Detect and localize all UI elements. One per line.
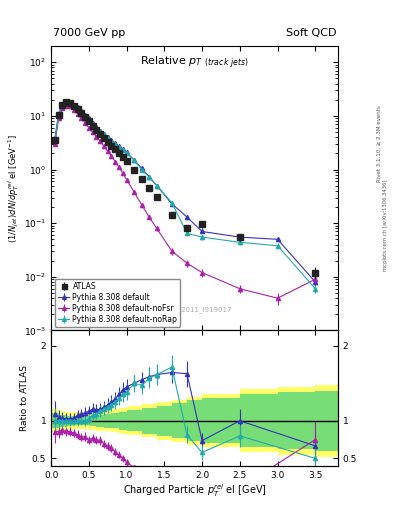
X-axis label: Charged Particle $p_{T}^{rel}$ el [GeV]: Charged Particle $p_{T}^{rel}$ el [GeV] — [123, 482, 266, 499]
Text: 7000 GeV pp: 7000 GeV pp — [53, 28, 125, 38]
Text: ATLAS_2011_I919017: ATLAS_2011_I919017 — [157, 307, 232, 313]
Y-axis label: Ratio to ATLAS: Ratio to ATLAS — [20, 365, 29, 431]
Legend: ATLAS, Pythia 8.308 default, Pythia 8.308 default-noFsr, Pythia 8.308 default-no: ATLAS, Pythia 8.308 default, Pythia 8.30… — [55, 279, 180, 327]
Y-axis label: $(1/N_{jet})dN/dp_{T}^{rel}$ el [GeV$^{-1}$]: $(1/N_{jet})dN/dp_{T}^{rel}$ el [GeV$^{-… — [7, 134, 21, 243]
Text: Soft QCD: Soft QCD — [286, 28, 336, 38]
Text: Relative $p_{T}$ $_{(track\ jets)}$: Relative $p_{T}$ $_{(track\ jets)}$ — [140, 55, 249, 71]
Text: mcplots.cern.ch [arXiv:1306.3436]: mcplots.cern.ch [arXiv:1306.3436] — [383, 180, 387, 271]
Text: Rivet 3.1.10, ≥ 2.3M events: Rivet 3.1.10, ≥ 2.3M events — [377, 105, 382, 182]
